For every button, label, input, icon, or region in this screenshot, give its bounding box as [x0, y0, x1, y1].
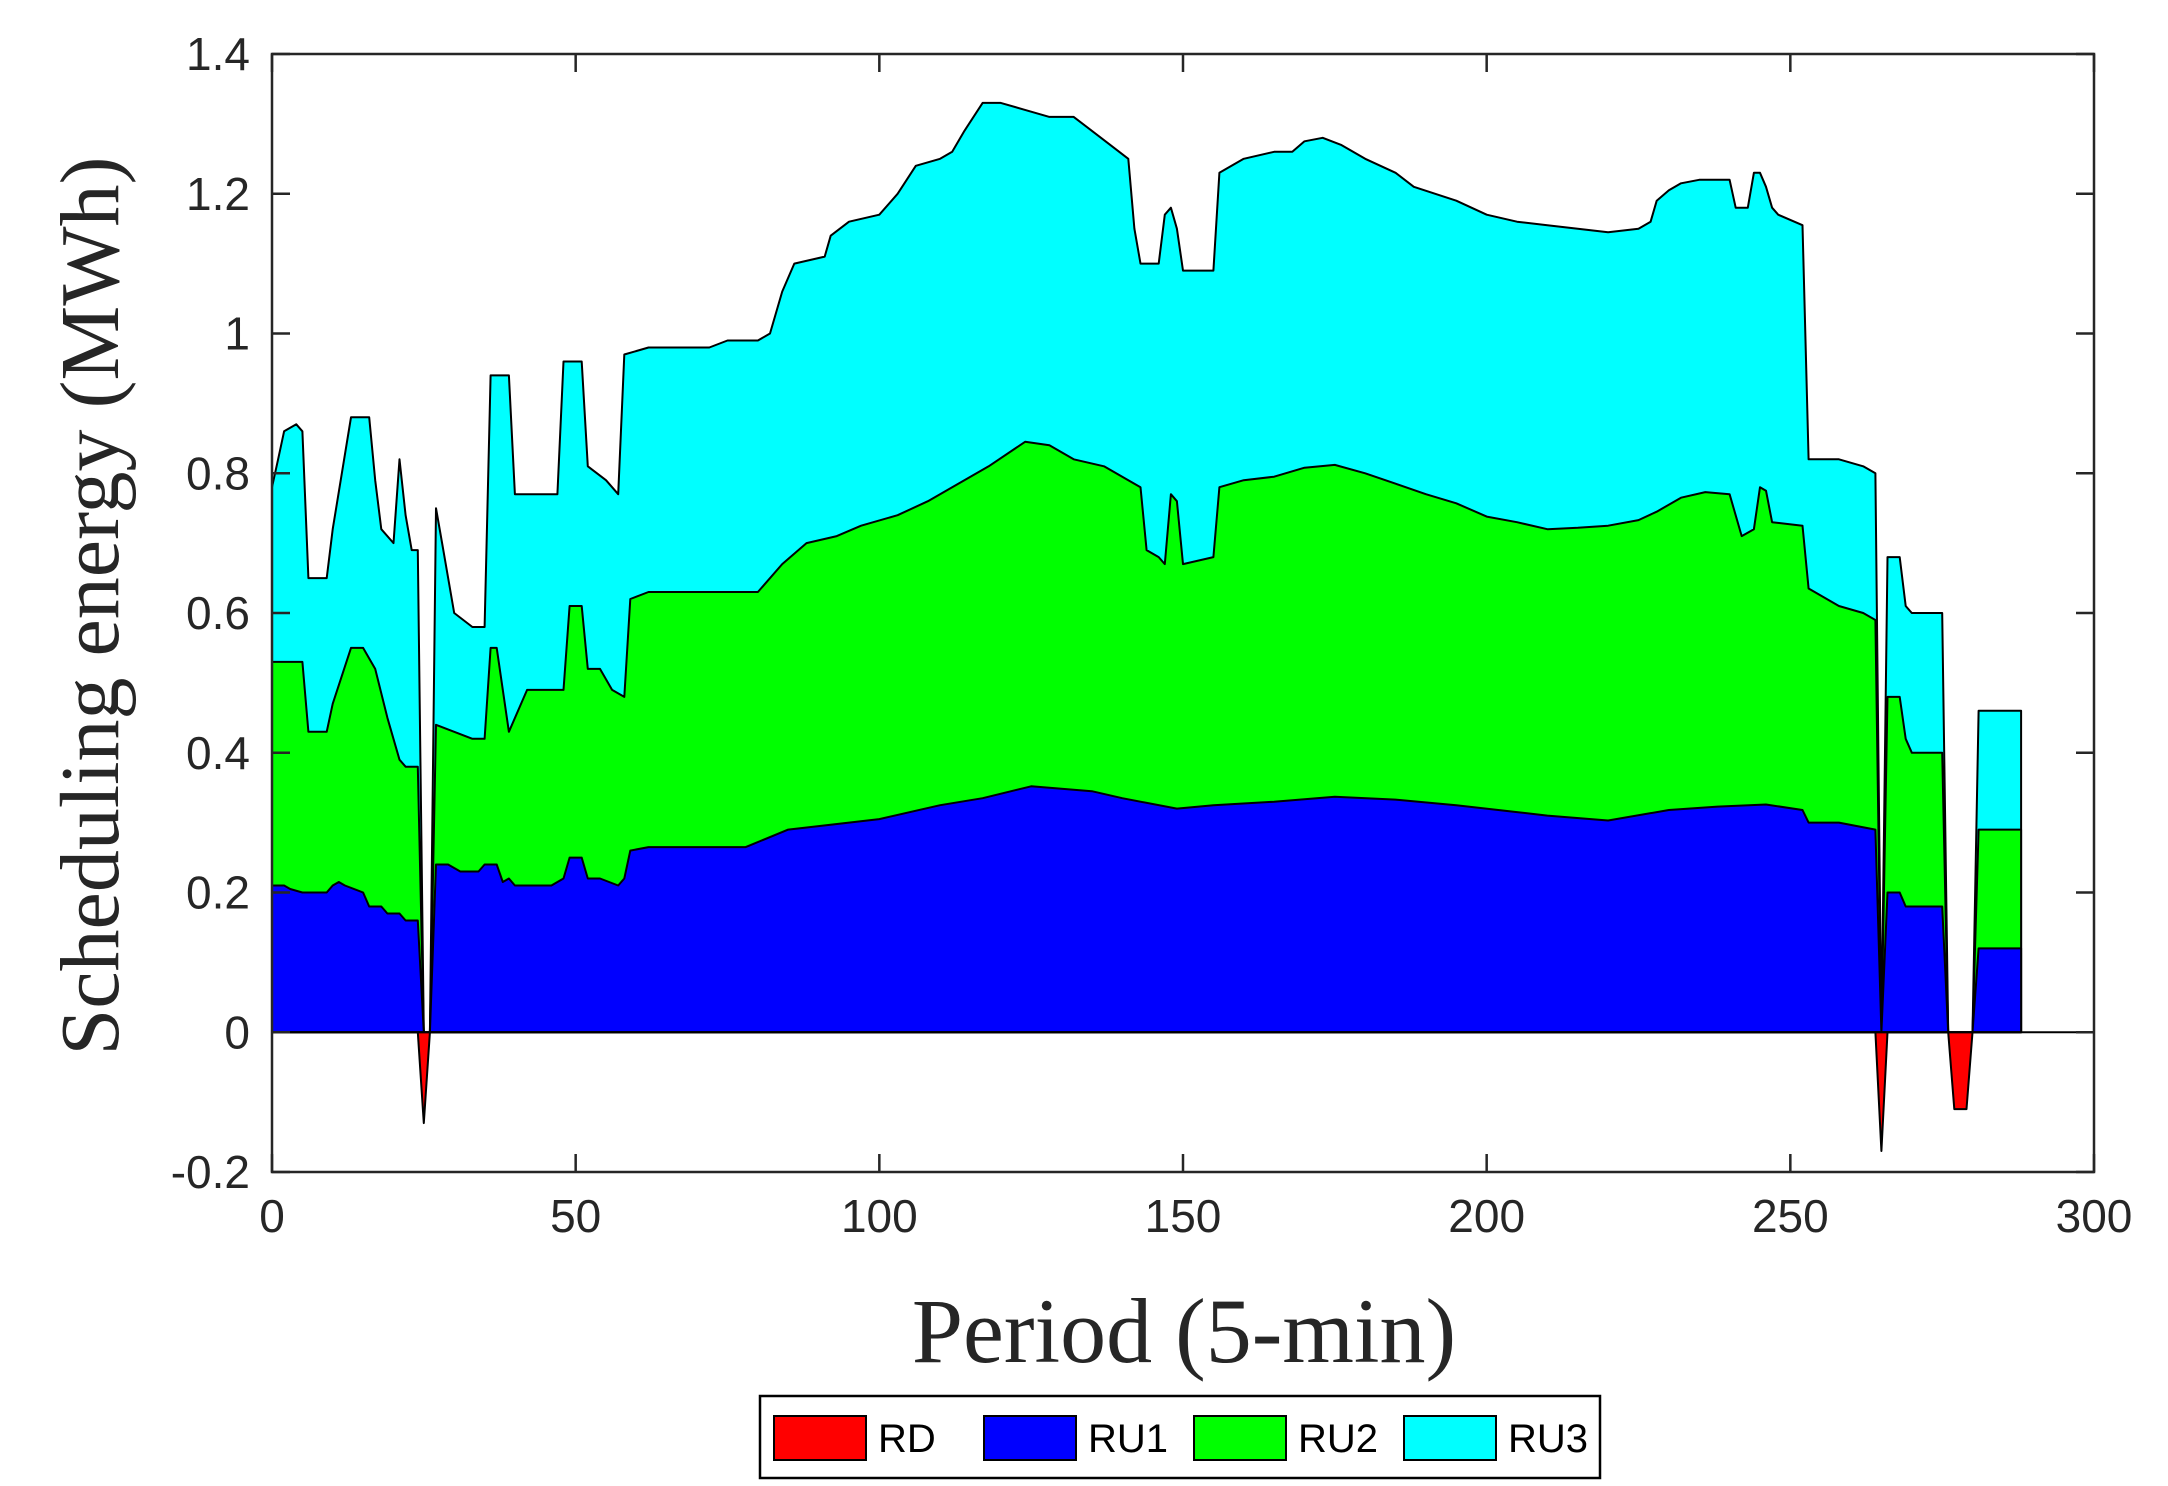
y-tick-label: 1.2 [186, 168, 250, 220]
legend-swatch-ru3 [1403, 1415, 1497, 1461]
x-tick-label: 300 [2056, 1190, 2133, 1242]
legend-swatch-ru2 [1193, 1415, 1287, 1461]
x-tick-label: 0 [259, 1190, 285, 1242]
legend-label-ru1: RU1 [1088, 1417, 1168, 1461]
legend-swatch-ru1 [983, 1415, 1077, 1461]
x-tick-label: 150 [1145, 1190, 1222, 1242]
legend-label-ru2: RU2 [1298, 1417, 1378, 1461]
x-tick-label: 250 [1752, 1190, 1829, 1242]
legend-label-rd: RD [878, 1417, 936, 1461]
y-tick-label: 0.8 [186, 447, 250, 499]
y-tick-label: 0.6 [186, 587, 250, 639]
y-tick-label: 1.4 [186, 28, 250, 80]
axes: 0 50 100 150 200 250 300-0.200.20.40.60.811.21… [171, 28, 2133, 1242]
x-tick-label: 100 [841, 1190, 918, 1242]
legend-label-ru3: RU3 [1508, 1417, 1588, 1461]
y-tick-label: 0 [224, 1006, 250, 1058]
area-ru1 [271, 785, 2023, 1034]
y-axis-title: Scheduling energy (MWh) [44, 157, 137, 1056]
y-tick-label: -0.2 [171, 1146, 250, 1198]
y-tick-label: 1 [224, 308, 250, 360]
x-tick-label: 50 [550, 1190, 601, 1242]
plot-area [271, 101, 2094, 1152]
y-tick-label: 0.2 [186, 867, 250, 919]
y-tick-label: 0.4 [186, 727, 250, 779]
x-axis-title: Period (5-min) [912, 1280, 1456, 1382]
legend: RD RU1 RU2 RU3 [758, 1394, 1602, 1480]
x-tick-label: 200 [1448, 1190, 1525, 1242]
legend-swatch-rd [773, 1415, 867, 1461]
